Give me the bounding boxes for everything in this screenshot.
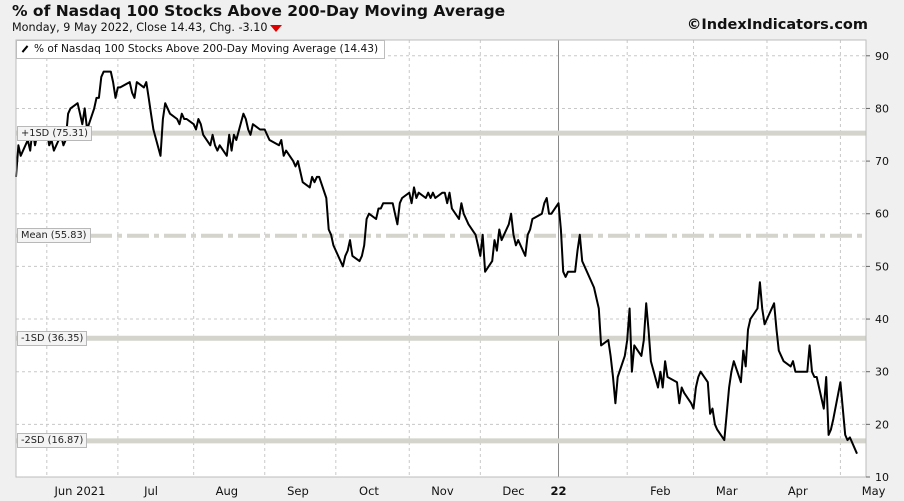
x-tick-label: Apr [788, 484, 808, 498]
y-tick-label: 10 [875, 471, 889, 484]
x-tick-label: Nov [431, 484, 454, 498]
legend-line-icon [21, 45, 29, 53]
x-tick-label: Sep [287, 484, 309, 498]
y-tick-label: 90 [875, 50, 889, 63]
y-tick-label: 80 [875, 102, 889, 115]
reference-label: -1SD (36.35) [17, 330, 88, 346]
y-tick-label: 40 [875, 313, 889, 326]
plot-area [16, 40, 866, 477]
reference-label: +1SD (75.31) [17, 125, 93, 141]
x-tick-label: Jun 2021 [54, 484, 106, 498]
x-tick-label: Feb [650, 484, 670, 498]
series-line [15, 70, 858, 455]
x-tick-label: 22 [550, 484, 566, 498]
chart-title: % of Nasdaq 100 Stocks Above 200-Day Mov… [12, 2, 506, 20]
reference-label: Mean (55.83) [17, 228, 91, 244]
subtitle-text: Monday, 9 May 2022, Close 14.43, Chg. -3… [12, 21, 268, 34]
chart-subtitle: Monday, 9 May 2022, Close 14.43, Chg. -3… [12, 21, 283, 34]
down-triangle-icon [270, 24, 283, 32]
reference-label: -2SD (16.87) [17, 433, 88, 449]
x-tick-label: May [862, 484, 886, 498]
plot-border [15, 39, 867, 478]
x-tick-label: Jul [143, 484, 158, 498]
x-tick-label: Aug [216, 484, 238, 498]
y-tick-label: 30 [875, 366, 889, 379]
y-tick-label: 20 [875, 418, 889, 431]
y-tick-label: 70 [875, 155, 889, 168]
x-tick-label: Dec [502, 484, 524, 498]
chart-legend: % of Nasdaq 100 Stocks Above 200-Day Mov… [16, 40, 386, 59]
y-tick-label: 60 [875, 208, 889, 221]
x-tick-label: Oct [359, 484, 379, 498]
source-label: ©IndexIndicators.com [686, 17, 868, 33]
y-tick-label: 50 [875, 260, 889, 273]
legend-label: % of Nasdaq 100 Stocks Above 200-Day Mov… [34, 43, 379, 55]
x-tick-label: Mar [716, 484, 738, 498]
